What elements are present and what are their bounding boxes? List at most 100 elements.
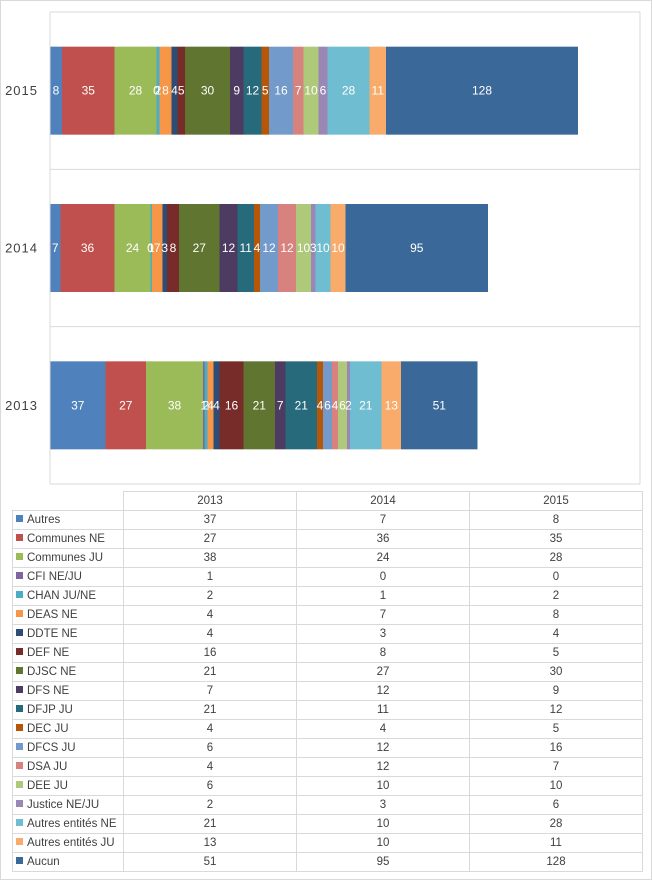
table-row: CHAN JU/NE 2 1 2 — [12, 586, 643, 606]
data-label: 16 — [225, 398, 239, 412]
legend-swatch — [16, 534, 23, 542]
bar-segment — [275, 361, 286, 450]
data-label: 8 — [53, 84, 60, 98]
table-cell: 16 — [123, 643, 297, 663]
bar-segment — [213, 361, 220, 450]
legend-swatch — [16, 629, 23, 637]
data-label: 1 — [148, 241, 155, 255]
legend-swatch — [16, 857, 23, 865]
bar-segment — [317, 361, 323, 450]
bar-segment — [260, 204, 278, 292]
table-header: 2013 2014 2015 — [12, 491, 643, 511]
data-label: 4 — [332, 398, 339, 412]
bar-segment — [171, 46, 178, 135]
bar-segment — [269, 46, 293, 135]
data-label: 38 — [168, 398, 182, 412]
table-row-header: DEF NE — [12, 643, 124, 663]
bar-segment — [219, 204, 238, 292]
table-cell: 8 — [469, 605, 643, 625]
data-label: 0 — [147, 241, 154, 255]
bar-segment — [243, 361, 275, 450]
bar-segment — [105, 361, 146, 450]
bar-segment — [278, 204, 296, 292]
data-label: 95 — [410, 241, 424, 255]
series-label: DEE JU — [27, 780, 68, 792]
table-row-header: DFCS JU — [12, 738, 124, 758]
table-cell: 10 — [296, 833, 470, 853]
table-row: Communes JU 38 24 28 — [12, 548, 643, 568]
table-row: DDTE NE 4 3 4 — [12, 624, 643, 644]
data-label: 6 — [324, 398, 331, 412]
table-row: Autres entités JU 13 10 11 — [12, 833, 643, 853]
table-row: DEAS NE 4 7 8 — [12, 605, 643, 625]
y-tick-label: 2013 — [5, 398, 38, 413]
data-label: 36 — [81, 241, 95, 255]
bar-segment — [369, 46, 386, 135]
table-cell: 51 — [123, 852, 297, 872]
table-row-header: CHAN JU/NE — [12, 586, 124, 606]
legend-swatch — [16, 648, 23, 656]
data-label: 4 — [171, 84, 178, 98]
table-cell: 16 — [469, 738, 643, 758]
table-row-header: Justice NE/JU — [12, 795, 124, 815]
bar-segment — [296, 204, 311, 292]
data-label: 21 — [295, 398, 309, 412]
legend-swatch — [16, 591, 23, 599]
table-cell: 0 — [469, 567, 643, 587]
bar-segment — [332, 361, 338, 450]
bar-segment — [179, 204, 220, 292]
bar-segment — [345, 204, 488, 292]
table-year-header: 2015 — [469, 491, 643, 511]
table-cell: 37 — [123, 510, 297, 530]
legend-swatch — [16, 610, 23, 618]
data-label: 10 — [304, 84, 318, 98]
data-label: 0 — [153, 84, 160, 98]
bar-segment — [146, 361, 203, 450]
bar-segment — [50, 46, 62, 135]
legend-swatch — [16, 819, 23, 827]
table-cell: 7 — [296, 605, 470, 625]
table-cell: 30 — [469, 662, 643, 682]
legend-swatch — [16, 572, 23, 580]
table-row: DFS NE 7 12 9 — [12, 681, 643, 701]
series-label: Autres entités JU — [27, 837, 115, 849]
table-row: DFCS JU 6 12 16 — [12, 738, 643, 758]
bar-segment — [285, 361, 317, 450]
series-label: DFCS JU — [27, 742, 76, 754]
table-cell: 21 — [123, 700, 297, 720]
bar-segment — [50, 361, 106, 450]
table-cell: 3 — [296, 795, 470, 815]
table-row: DJSC NE 21 27 30 — [12, 662, 643, 682]
legend-swatch — [16, 686, 23, 694]
table-row: DEF NE 16 8 5 — [12, 643, 643, 663]
bar-segment — [50, 204, 61, 292]
data-label: 12 — [222, 241, 236, 255]
bar-segment — [293, 46, 304, 135]
table-cell: 21 — [123, 662, 297, 682]
legend-swatch — [16, 743, 23, 751]
data-label: 8 — [170, 241, 177, 255]
data-label: 2 — [203, 398, 210, 412]
bar-segment — [185, 46, 230, 135]
data-label: 30 — [201, 84, 215, 98]
table-row-header: DJSC NE — [12, 662, 124, 682]
table-cell: 1 — [123, 567, 297, 587]
table-year-header: 2013 — [123, 491, 297, 511]
legend-swatch — [16, 762, 23, 770]
bar-segment — [207, 361, 214, 450]
table-cell: 13 — [123, 833, 297, 853]
data-label: 2 — [345, 398, 352, 412]
data-label: 21 — [359, 398, 373, 412]
data-label: 7 — [295, 84, 302, 98]
series-label: Communes NE — [27, 533, 105, 545]
data-label: 128 — [472, 84, 492, 98]
legend-swatch — [16, 667, 23, 675]
series-label: Autres entités NE — [27, 818, 117, 830]
table-cell: 0 — [296, 567, 470, 587]
table-row-header: Communes NE — [12, 529, 124, 549]
legend-swatch — [16, 800, 23, 808]
data-label: 10 — [316, 241, 330, 255]
table-cell: 5 — [469, 719, 643, 739]
